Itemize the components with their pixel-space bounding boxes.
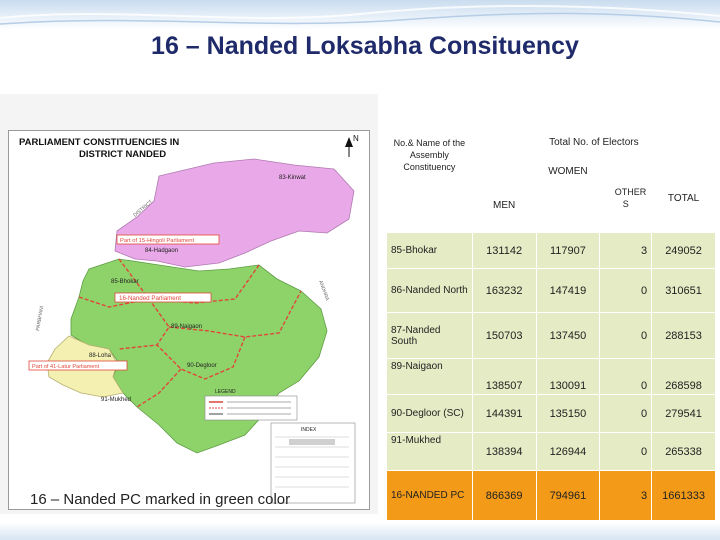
svg-text:INDEX: INDEX: [301, 427, 317, 433]
electors-table: No.& Name of the Assembly Constituency T…: [386, 128, 717, 521]
north-arrow-icon: N: [345, 134, 359, 157]
row-women: 130091: [535, 358, 601, 395]
boundary-degloor: [156, 336, 246, 380]
total-women: 794961: [535, 470, 601, 521]
table-row: 85-Bhokar 131142 117907 3 249052: [386, 232, 716, 269]
row-women: 135150: [535, 394, 601, 433]
boundary-mukhed: [136, 368, 182, 408]
label-naigaon: 89-Naigaon: [171, 324, 202, 330]
header-total-electors: Total No. of Electors: [471, 128, 717, 164]
row-men: 144391: [471, 394, 537, 433]
total-name: 16-NANDED PC: [386, 470, 473, 521]
row-total: 288153: [651, 312, 716, 359]
row-name: 85-Bhokar: [386, 232, 473, 269]
row-name: 89-Naigaon: [386, 358, 473, 395]
label-hadgaon: 84-Hadgaon: [145, 248, 178, 254]
row-men: 131142: [471, 232, 537, 269]
row-name: 91-Mukhed: [386, 432, 473, 471]
bottom-decoration-band: [0, 522, 720, 540]
row-total: 265338: [651, 432, 716, 471]
district-map: PARLIAMENT CONSTITUENCIES IN DISTRICT NA…: [8, 130, 370, 510]
row-men: 163232: [471, 268, 537, 313]
row-others: 0: [599, 394, 653, 433]
page-title: 16 – Nanded Loksabha Consituency: [151, 32, 579, 60]
svg-text:ANDHRA: ANDHRA: [317, 280, 330, 303]
map-index: INDEX: [270, 422, 356, 504]
label-hingoli-part: Part of 15-Hingoli Parliament: [120, 238, 194, 244]
total-total: 1661333: [651, 470, 716, 521]
row-men: 138394: [471, 432, 537, 471]
table-subheader-row: MEN WOMEN OTHER S TOTAL: [387, 163, 716, 233]
total-men: 866369: [471, 470, 537, 521]
label-loha: 88-Loha: [89, 353, 112, 359]
label-bhokar: 85-Bhokar: [111, 279, 139, 285]
district-map-svg: PARLIAMENT CONSTITUENCIES IN DISTRICT NA…: [19, 134, 359, 504]
row-others: 0: [599, 268, 653, 313]
label-mukhed: 91-Mukhed: [101, 397, 131, 403]
row-total: 310651: [651, 268, 716, 313]
row-women: 126944: [535, 432, 601, 471]
north-label: N: [353, 134, 359, 143]
table-row: 87-Nanded South 150703 137450 0 288153: [386, 312, 716, 359]
row-others: 0: [599, 312, 653, 359]
row-women: 137450: [535, 312, 601, 359]
svg-text:LEGEND: LEGEND: [215, 389, 236, 395]
row-men: 150703: [471, 312, 537, 359]
row-others: 3: [599, 232, 653, 269]
label-degloor: 90-Degloor: [187, 363, 217, 369]
table-row: 91-Mukhed 138394 126944 0 265338: [386, 432, 716, 471]
row-women: 117907: [535, 232, 601, 269]
row-women: 147419: [535, 268, 601, 313]
boundary-bhokar: [118, 258, 260, 304]
row-men: 138507: [471, 358, 537, 395]
top-decoration-band: [0, 0, 720, 30]
boundary-naigaon: [168, 290, 302, 338]
label-nanded-part: 16-Nanded Parliament: [119, 295, 181, 302]
row-name: 87-Nanded South: [386, 312, 473, 359]
map-heading-line1: PARLIAMENT CONSTITUENCIES IN: [19, 137, 179, 148]
header-women: WOMEN: [535, 163, 601, 233]
row-name: 90-Degloor (SC): [386, 394, 473, 433]
header-total: TOTAL: [651, 163, 716, 233]
boundary-nanded-south: [78, 296, 170, 350]
total-others: 3: [599, 470, 653, 521]
header-men: MEN: [471, 163, 537, 233]
label-kinwat: 83-Kinwat: [279, 175, 306, 181]
header-constituency: No.& Name of the Assembly Constituency: [386, 128, 473, 233]
table-row: 90-Degloor (SC) 144391 135150 0 279541: [386, 394, 716, 433]
header-others: OTHER S: [599, 163, 653, 233]
table-header-row: No.& Name of the Assembly Constituency T…: [386, 128, 717, 233]
map-legend: LEGEND: [204, 389, 298, 421]
row-name: 86-Nanded North: [386, 268, 473, 313]
map-panel: PARLIAMENT CONSTITUENCIES IN DISTRICT NA…: [0, 94, 378, 514]
label-latur-part: Part of 41-Latur Parliament: [32, 364, 100, 370]
map-caption: 16 – Nanded PC marked in green color: [30, 491, 291, 508]
svg-text:PARBHANI: PARBHANI: [35, 305, 45, 331]
table-row: 86-Nanded North 163232 147419 0 310651: [386, 268, 716, 313]
row-total: 279541: [651, 394, 716, 433]
row-total: 268598: [651, 358, 716, 395]
wave-decoration: [0, 4, 720, 25]
map-heading-line2: DISTRICT NANDED: [79, 149, 166, 160]
row-total: 249052: [651, 232, 716, 269]
row-others: 0: [599, 358, 653, 395]
table-total-row: 16-NANDED PC 866369 794961 3 1661333: [386, 470, 716, 521]
row-others: 0: [599, 432, 653, 471]
table-row: 89-Naigaon 138507 130091 0 268598: [386, 358, 716, 395]
